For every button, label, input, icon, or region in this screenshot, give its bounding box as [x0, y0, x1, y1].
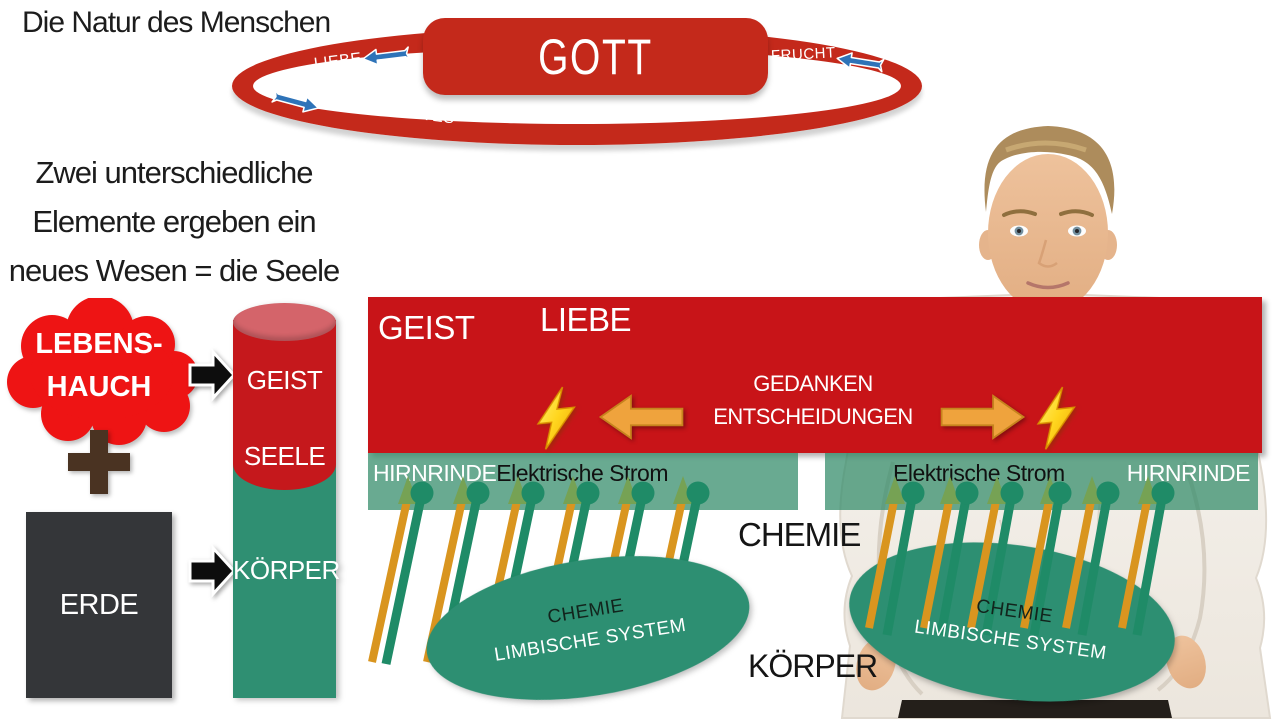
cylinder-geist-label: GEIST — [246, 365, 323, 395]
page-title: Die Natur des Menschen — [22, 6, 331, 39]
elektrische-strom-label: Elektrische Strom — [496, 460, 668, 486]
signal-lines-right — [865, 476, 1175, 636]
erde-box: ERDE — [26, 512, 172, 698]
lebenshauch-line2: HAUCH — [46, 371, 152, 403]
mindbox-liebe-label: LIEBE — [540, 301, 632, 338]
entscheidungen-label: ENTSCHEIDUNGEN — [713, 404, 913, 429]
koerper-big-label: KÖRPER — [748, 648, 878, 684]
orange-arrow-right-icon — [940, 394, 1026, 440]
black-arrow-right-icon — [188, 544, 237, 598]
arrow-right-icon — [271, 89, 320, 113]
intro-line: Zwei unterschiedliche — [35, 155, 313, 190]
elektrische-strom-label: Elektrische Strom — [893, 460, 1065, 486]
erde-label: ERDE — [59, 588, 139, 621]
gott-box: GOTT — [423, 18, 768, 95]
cylinder-top — [233, 303, 336, 341]
lightning-icon — [536, 386, 576, 450]
gott-label: GOTT — [538, 28, 653, 85]
black-arrow-right-icon — [188, 348, 237, 402]
cylinder-body-section — [233, 453, 336, 698]
lightning-icon — [1036, 386, 1076, 450]
lebenshauch-label: LEBENS- HAUCH — [8, 323, 190, 409]
cylinder-spirit-section — [233, 320, 336, 490]
arrow-left-icon — [362, 46, 411, 66]
gedanken-label: GEDANKEN — [753, 371, 873, 396]
orange-arrow-left-icon — [598, 394, 684, 440]
cylinder-seele-label: SEELE — [243, 441, 326, 471]
frucht-ring-label: FRUCHT — [770, 44, 837, 65]
cylinder-koerper-label: KÖRPER — [233, 555, 340, 585]
neural-signals — [368, 476, 1175, 702]
mind-box: GEIST LIEBE GEDANKEN ENTSCHEIDUNGEN — [368, 297, 1262, 453]
plus-icon — [68, 430, 130, 494]
soul-cylinder: GEIST SEELE KÖRPER — [233, 303, 340, 698]
presenter-face — [988, 154, 1108, 312]
intro-line: neues Wesen = die Seele — [8, 253, 341, 288]
breath-cloud-icon — [7, 298, 196, 445]
presenter-belt — [898, 700, 1172, 718]
limbic-ellipse-left — [426, 556, 750, 700]
thoughts-label: GEDANKEN ENTSCHEIDUNGEN — [703, 367, 923, 433]
intro-text: Zwei unterschiedliche Elemente ergeben e… — [0, 148, 348, 295]
intro-line: Elemente ergeben ein — [32, 204, 316, 239]
lebenshauch-line1: LEBENS- — [35, 328, 163, 360]
mindbox-geist-label: GEIST — [378, 309, 475, 346]
arrow-left-icon — [836, 52, 885, 73]
chemie-big-label: CHEMIE — [738, 516, 861, 553]
